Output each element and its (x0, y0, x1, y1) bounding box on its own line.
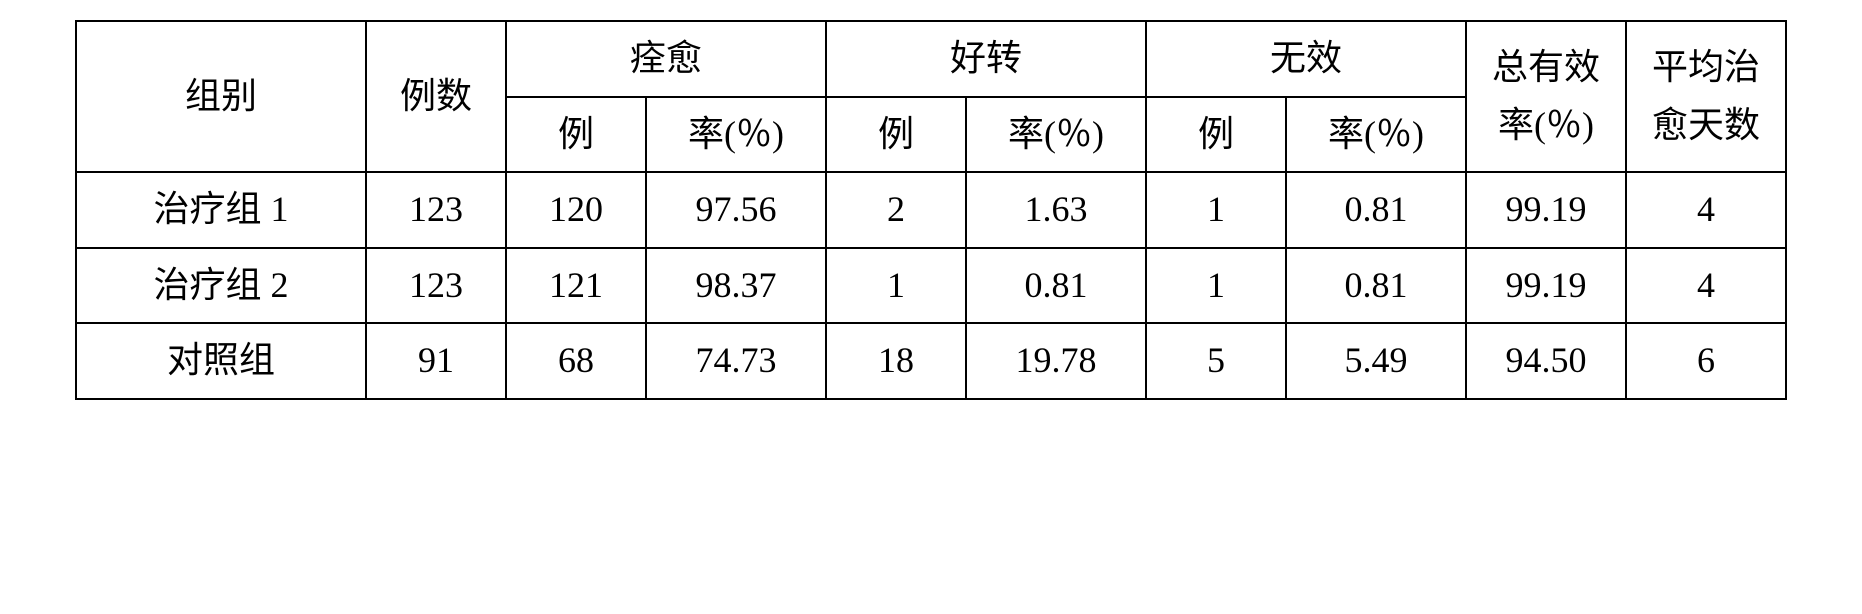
cell-count: 123 (366, 248, 506, 324)
cell-improved-r: 0.81 (966, 248, 1146, 324)
table-row: 对照组 91 68 74.73 18 19.78 5 5.49 94.50 6 (76, 323, 1786, 399)
cell-cured-n: 121 (506, 248, 646, 324)
header-row-1: 组别 例数 痊愈 好转 无效 总有效率(％) 平均治愈天数 (76, 21, 1786, 97)
cell-cured-n: 120 (506, 172, 646, 248)
header-avg-days: 平均治愈天数 (1626, 21, 1786, 172)
cell-ineffective-n: 1 (1146, 172, 1286, 248)
header-cured-cases: 例 (506, 97, 646, 173)
cell-count: 91 (366, 323, 506, 399)
cell-group: 治疗组 2 (76, 248, 366, 324)
table-header: 组别 例数 痊愈 好转 无效 总有效率(％) 平均治愈天数 例 率(％) 例 率… (76, 21, 1786, 172)
results-table: 组别 例数 痊愈 好转 无效 总有效率(％) 平均治愈天数 例 率(％) 例 率… (75, 20, 1787, 400)
cell-group: 对照组 (76, 323, 366, 399)
cell-ineffective-r: 5.49 (1286, 323, 1466, 399)
cell-cured-r: 74.73 (646, 323, 826, 399)
header-cured-group: 痊愈 (506, 21, 826, 97)
header-improved-rate: 率(％) (966, 97, 1146, 173)
cell-improved-n: 18 (826, 323, 966, 399)
header-improved-cases: 例 (826, 97, 966, 173)
cell-ineffective-n: 1 (1146, 248, 1286, 324)
cell-avg-days: 6 (1626, 323, 1786, 399)
header-group: 组别 (76, 21, 366, 172)
cell-cured-n: 68 (506, 323, 646, 399)
cell-improved-n: 1 (826, 248, 966, 324)
cell-cured-r: 98.37 (646, 248, 826, 324)
header-ineffective-cases: 例 (1146, 97, 1286, 173)
cell-improved-n: 2 (826, 172, 966, 248)
cell-group: 治疗组 1 (76, 172, 366, 248)
cell-total-rate: 99.19 (1466, 172, 1626, 248)
cell-improved-r: 1.63 (966, 172, 1146, 248)
cell-count: 123 (366, 172, 506, 248)
header-ineffective-rate: 率(％) (1286, 97, 1466, 173)
table-row: 治疗组 1 123 120 97.56 2 1.63 1 0.81 99.19 … (76, 172, 1786, 248)
cell-ineffective-r: 0.81 (1286, 248, 1466, 324)
header-cured-rate: 率(％) (646, 97, 826, 173)
header-count: 例数 (366, 21, 506, 172)
cell-cured-r: 97.56 (646, 172, 826, 248)
table-body: 治疗组 1 123 120 97.56 2 1.63 1 0.81 99.19 … (76, 172, 1786, 399)
cell-avg-days: 4 (1626, 172, 1786, 248)
cell-avg-days: 4 (1626, 248, 1786, 324)
header-total-rate: 总有效率(％) (1466, 21, 1626, 172)
cell-ineffective-n: 5 (1146, 323, 1286, 399)
table-row: 治疗组 2 123 121 98.37 1 0.81 1 0.81 99.19 … (76, 248, 1786, 324)
cell-total-rate: 99.19 (1466, 248, 1626, 324)
header-improved-group: 好转 (826, 21, 1146, 97)
cell-ineffective-r: 0.81 (1286, 172, 1466, 248)
cell-improved-r: 19.78 (966, 323, 1146, 399)
header-ineffective-group: 无效 (1146, 21, 1466, 97)
cell-total-rate: 94.50 (1466, 323, 1626, 399)
